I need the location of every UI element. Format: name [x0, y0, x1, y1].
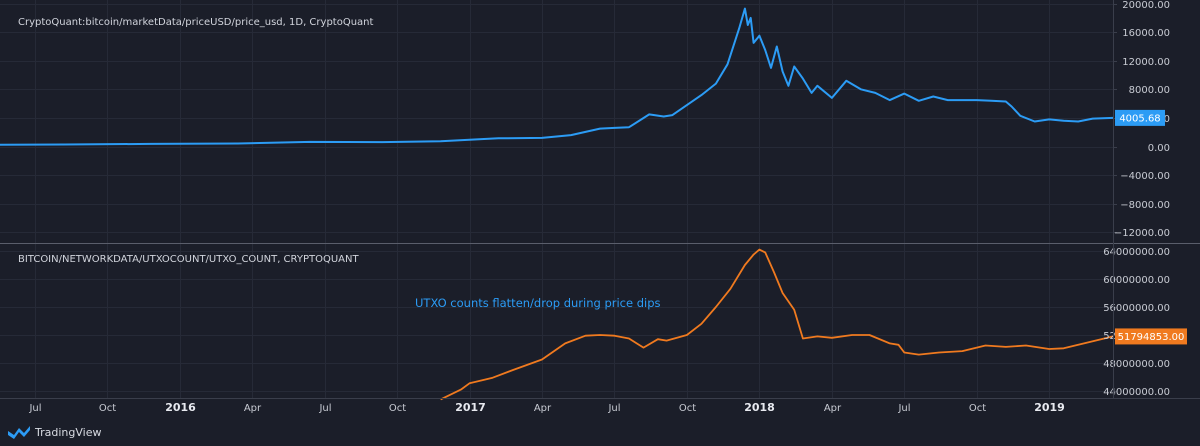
x-tick-label: Apr: [534, 403, 552, 414]
price-series-line[interactable]: [0, 7, 1114, 146]
tradingview-logo-icon: [8, 426, 30, 439]
annotation-text: UTXO counts flatten/drop during price di…: [415, 296, 661, 310]
x-tick-label: 2018: [744, 401, 775, 414]
x-tick-label: Apr: [824, 403, 842, 414]
y-tick-label: −4000.00: [1120, 171, 1170, 182]
price-legend[interactable]: CryptoQuant:bitcoin/marketData/priceUSD/…: [18, 17, 374, 28]
y-tick-label: 12000.00: [1122, 57, 1170, 68]
price-last-value-label: 4005.68: [1119, 113, 1160, 124]
axis-layer: Jul Oct 2016 Apr Jul Oct 2017 Apr Jul Oct 2018 Apr J…: [28, 0, 1187, 414]
x-tick-label: Oct: [99, 403, 116, 414]
x-tick-label: 2019: [1034, 401, 1065, 414]
y-tick-label: 60000000.00: [1103, 275, 1170, 286]
grid-layer: [0, 0, 1113, 398]
y-tick-label: 20000.00: [1122, 0, 1170, 11]
utxo-series-line[interactable]: [440, 248, 1114, 401]
y-tick-label: −12000.00: [1114, 228, 1170, 239]
utxo-last-value-label: 51794853.00: [1118, 332, 1185, 343]
y-tick-label: 64000000.00: [1103, 247, 1170, 258]
y-tick-label: −8000.00: [1120, 200, 1170, 211]
utxo-last-value-badge: [1115, 328, 1187, 345]
price-pane[interactable]: [0, 7, 1114, 146]
x-tick-label: Oct: [389, 403, 406, 414]
y-tick-label: 16000.00: [1122, 28, 1170, 39]
y-tick-label: 48000000.00: [1103, 359, 1170, 370]
x-tick-label: Jul: [28, 403, 41, 414]
y-tick-label: 8000.00: [1129, 85, 1170, 96]
y-tick-label: 56000000.00: [1103, 303, 1170, 314]
x-tick-label: Oct: [969, 403, 986, 414]
y-tick-label: 44000000.00: [1103, 387, 1170, 398]
x-tick-label: Oct: [679, 403, 696, 414]
utxo-legend[interactable]: BITCOIN/NETWORKDATA/UTXOCOUNT/UTXO_COUNT…: [18, 254, 359, 265]
x-tick-label: Apr: [244, 403, 262, 414]
y-tick-label: 0.00: [1148, 143, 1170, 154]
brand-name: TradingView: [35, 425, 102, 439]
x-tick-label: Jul: [607, 403, 620, 414]
price-last-value-badge: [1115, 109, 1165, 126]
x-tick-label: Jul: [318, 403, 331, 414]
x-tick-label: 2016: [165, 401, 196, 414]
tradingview-brand[interactable]: TradingView: [8, 423, 101, 441]
x-tick-label: 2017: [455, 401, 486, 414]
utxo-pane[interactable]: [440, 248, 1114, 401]
x-tick-label: Jul: [897, 403, 910, 414]
